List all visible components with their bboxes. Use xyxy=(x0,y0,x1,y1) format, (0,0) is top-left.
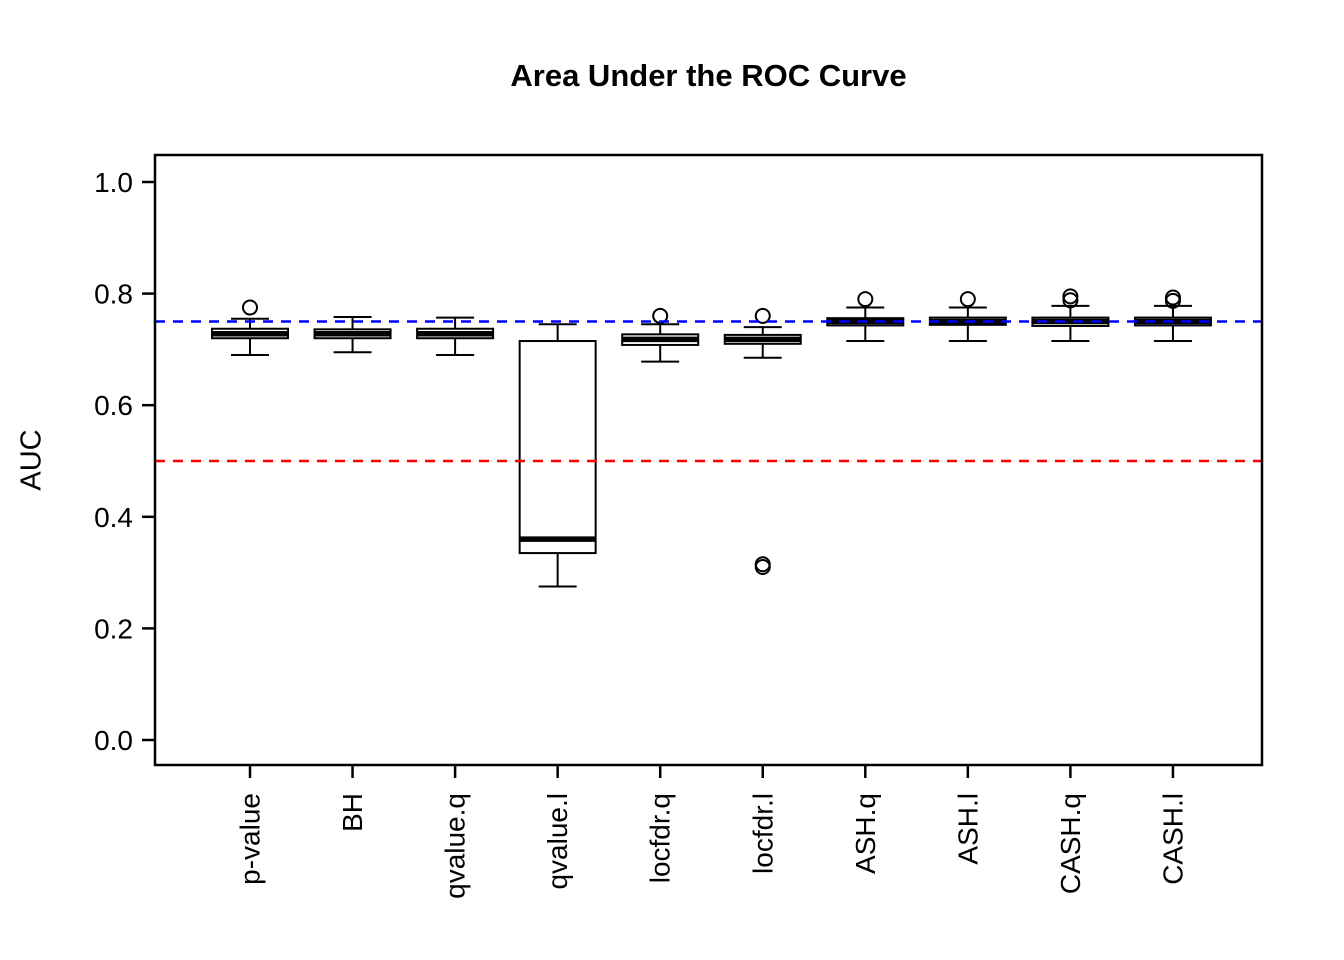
outlier-point xyxy=(754,307,771,324)
x-axis-category-label: ASH.q xyxy=(850,793,881,874)
plot-border xyxy=(153,153,1264,767)
boxplot-qvalue.q xyxy=(416,316,495,356)
boxplot-p-value xyxy=(211,299,289,356)
boxplot-ASH.l xyxy=(928,291,1007,343)
outlier-point xyxy=(1164,292,1181,309)
boxplot-BH xyxy=(313,316,392,354)
y-axis-tick-label: 1.0 xyxy=(94,167,133,198)
boxplot-CASH.l xyxy=(1133,289,1212,343)
x-axis-category-label: locfdr.l xyxy=(747,793,778,874)
boxplot-ASH.q xyxy=(826,291,905,343)
y-axis-tick-label: 0.8 xyxy=(94,279,133,310)
outlier-point xyxy=(1164,289,1181,306)
x-axis-category-label: p-value xyxy=(235,793,266,885)
boxplot-locfdr.q xyxy=(621,307,700,363)
outlier-point xyxy=(1062,292,1079,309)
y-axis-tick-label: 0.4 xyxy=(94,502,133,533)
iqr-box xyxy=(518,340,597,555)
x-axis-category-label: qvalue.l xyxy=(542,793,573,890)
outlier-point xyxy=(1062,288,1079,305)
x-axis-category-label: ASH.l xyxy=(952,793,983,865)
boxplot-qvalue.l xyxy=(518,323,597,588)
outlier-point xyxy=(857,291,874,308)
x-axis-category-label: locfdr.q xyxy=(645,793,676,883)
outlier-point xyxy=(959,291,976,308)
outlier-point xyxy=(242,299,258,316)
y-axis-tick-label: 0.6 xyxy=(94,390,133,421)
boxplot-locfdr.l xyxy=(723,307,802,576)
boxplot-CASH.q xyxy=(1031,288,1110,343)
chart-title: Area Under the ROC Curve xyxy=(510,58,907,93)
x-axis-category-label: qvalue.q xyxy=(440,793,471,899)
y-axis-tick-label: 0.0 xyxy=(94,725,133,756)
x-axis-category-label: CASH.l xyxy=(1157,793,1188,885)
x-axis-category-label: CASH.q xyxy=(1055,793,1086,894)
y-axis-label: AUC xyxy=(15,429,48,491)
outlier-point xyxy=(652,307,669,324)
outlier-point xyxy=(754,559,771,576)
x-axis-category-label: BH xyxy=(337,793,368,832)
y-axis-tick-label: 0.2 xyxy=(94,613,133,644)
